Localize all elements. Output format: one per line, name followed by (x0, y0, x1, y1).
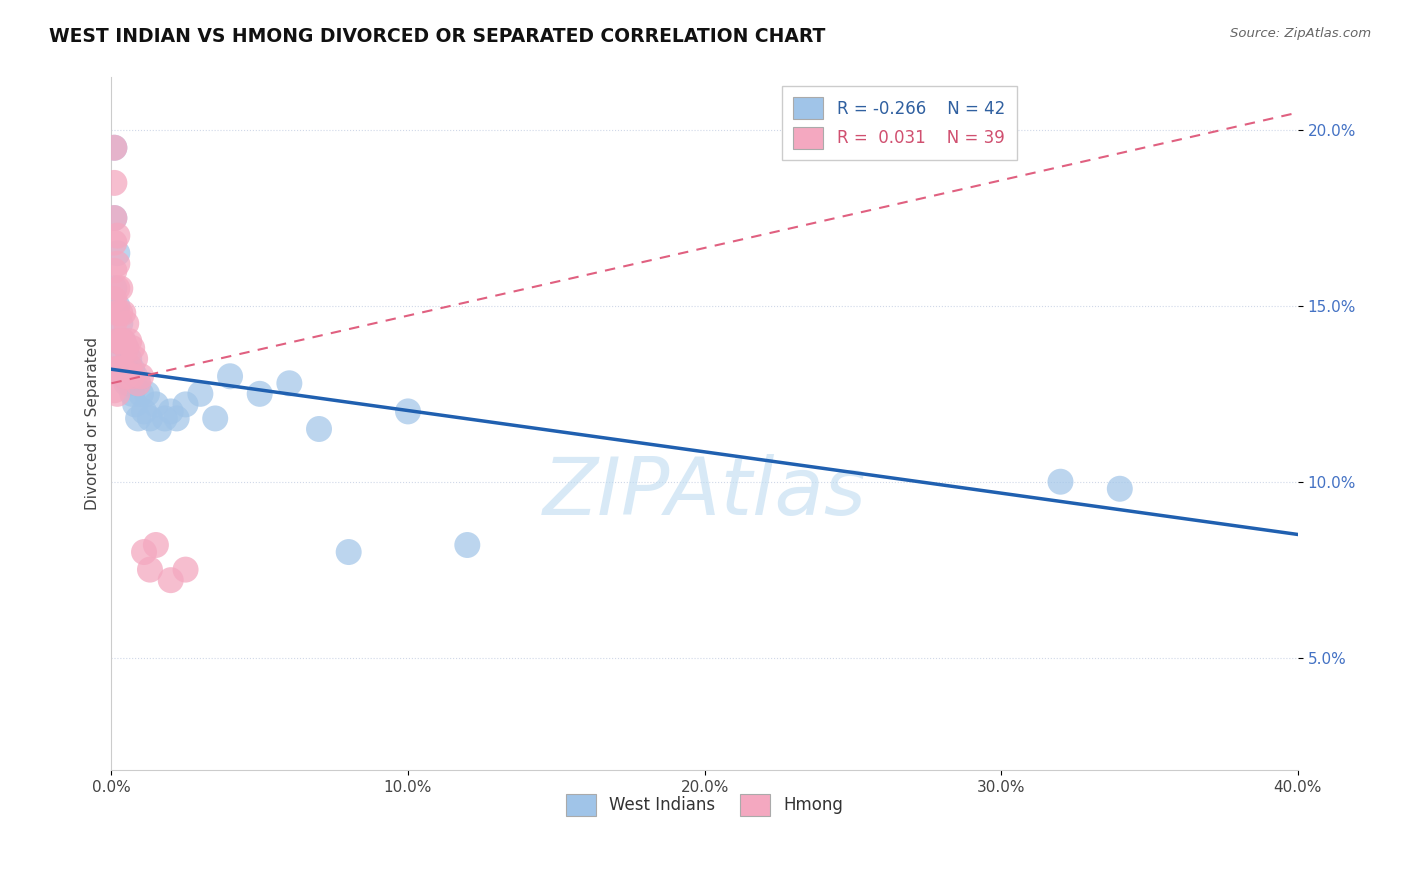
Point (115, 369, 138, 384)
Point (139, 411, 162, 425)
Point (103, 141, 125, 155)
Point (110, 306, 132, 320)
Point (129, 387, 152, 401)
Point (115, 376, 138, 391)
Point (337, 545, 360, 559)
Point (105, 228, 128, 243)
Point (127, 376, 149, 391)
Point (110, 317, 132, 331)
Point (105, 246, 128, 260)
Point (103, 384, 125, 398)
Point (249, 387, 271, 401)
Point (103, 264, 125, 278)
Point (132, 404, 155, 418)
Point (148, 422, 170, 436)
Point (115, 317, 138, 331)
Y-axis label: Divorced or Separated: Divorced or Separated (86, 337, 100, 510)
Point (121, 341, 143, 355)
Point (1108, 482, 1130, 496)
Point (124, 351, 146, 366)
Point (118, 376, 141, 391)
Point (190, 387, 212, 401)
Point (105, 281, 128, 295)
Point (105, 299, 128, 313)
Point (112, 306, 135, 320)
Point (132, 545, 155, 559)
Point (308, 422, 330, 436)
Point (1049, 475, 1071, 489)
Point (103, 176, 125, 190)
Point (103, 317, 125, 331)
Point (159, 573, 181, 587)
Point (174, 563, 197, 577)
Point (110, 351, 132, 366)
Point (174, 397, 197, 411)
Legend: West Indians, Hmong: West Indians, Hmong (557, 786, 852, 824)
Point (112, 369, 135, 384)
Point (103, 211, 125, 225)
Point (159, 404, 181, 418)
Point (103, 281, 125, 295)
Point (103, 211, 125, 225)
Point (127, 376, 149, 391)
Text: WEST INDIAN VS HMONG DIVORCED OR SEPARATED CORRELATION CHART: WEST INDIAN VS HMONG DIVORCED OR SEPARAT… (49, 27, 825, 45)
Point (115, 362, 138, 376)
Point (112, 334, 135, 348)
Point (127, 411, 149, 425)
Point (110, 334, 132, 348)
Point (145, 538, 167, 552)
Point (105, 257, 128, 271)
Point (105, 306, 128, 320)
Point (278, 376, 301, 391)
Point (124, 397, 146, 411)
Text: ZIPAtlas: ZIPAtlas (543, 454, 866, 532)
Point (118, 334, 141, 348)
Point (115, 341, 138, 355)
Point (105, 334, 128, 348)
Point (112, 334, 135, 348)
Point (129, 369, 152, 384)
Point (139, 563, 162, 577)
Point (115, 341, 138, 355)
Point (219, 369, 242, 384)
Point (103, 235, 125, 250)
Point (124, 369, 146, 384)
Point (103, 141, 125, 155)
Point (103, 292, 125, 306)
Point (456, 538, 478, 552)
Point (105, 334, 128, 348)
Point (103, 362, 125, 376)
Point (145, 397, 167, 411)
Point (136, 387, 159, 401)
Point (110, 362, 132, 376)
Point (112, 362, 135, 376)
Point (121, 362, 143, 376)
Point (118, 359, 141, 373)
Point (105, 387, 128, 401)
Point (105, 362, 128, 376)
Point (204, 411, 226, 425)
Point (153, 411, 176, 425)
Point (396, 404, 419, 418)
Text: Source: ZipAtlas.com: Source: ZipAtlas.com (1230, 27, 1371, 40)
Point (121, 369, 143, 384)
Point (118, 351, 141, 366)
Point (166, 411, 188, 425)
Point (110, 281, 132, 295)
Point (121, 387, 143, 401)
Point (103, 341, 125, 355)
